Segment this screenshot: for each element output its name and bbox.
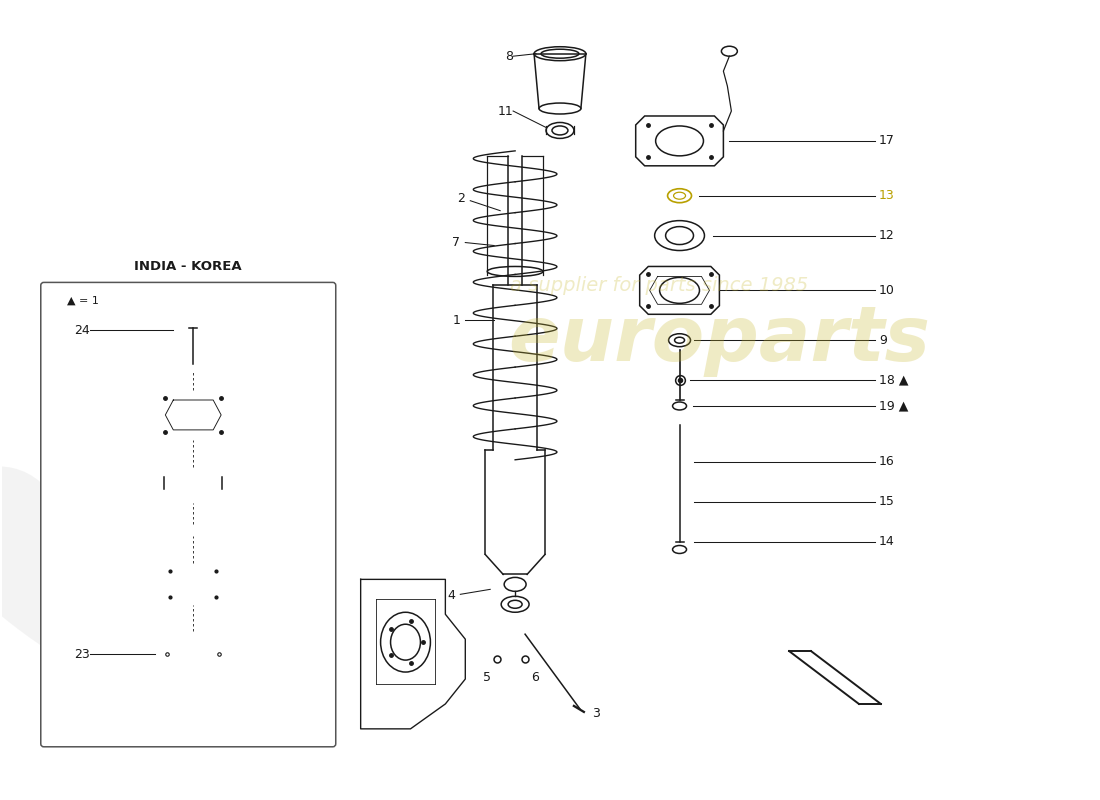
- Text: 14: 14: [879, 535, 894, 548]
- Text: INDIA - KOREA: INDIA - KOREA: [134, 261, 242, 274]
- Text: 4: 4: [448, 589, 455, 602]
- Text: 11: 11: [497, 105, 513, 118]
- Text: 9: 9: [879, 334, 887, 346]
- Text: ▲ = 1: ▲ = 1: [67, 295, 99, 306]
- Text: a supplier for parts since 1985: a supplier for parts since 1985: [510, 276, 808, 295]
- Text: 19 ▲: 19 ▲: [879, 399, 909, 413]
- Text: 6: 6: [531, 670, 539, 683]
- Text: 5: 5: [483, 670, 492, 683]
- Text: 10: 10: [879, 284, 894, 297]
- Text: europarts: europarts: [508, 303, 931, 378]
- Text: 16: 16: [879, 455, 894, 468]
- Text: 1: 1: [452, 314, 460, 326]
- Text: 15: 15: [879, 495, 894, 508]
- Text: 24: 24: [74, 324, 89, 337]
- FancyBboxPatch shape: [41, 282, 336, 746]
- Text: 18 ▲: 18 ▲: [879, 374, 909, 386]
- Text: 7: 7: [452, 236, 460, 249]
- Text: 3: 3: [592, 707, 600, 721]
- Text: 12: 12: [879, 229, 894, 242]
- Text: 17: 17: [879, 134, 894, 147]
- Text: 2: 2: [458, 192, 465, 206]
- Text: 13: 13: [879, 190, 894, 202]
- Text: 8: 8: [505, 50, 513, 62]
- Text: 23: 23: [74, 648, 89, 661]
- FancyBboxPatch shape: [53, 290, 112, 311]
